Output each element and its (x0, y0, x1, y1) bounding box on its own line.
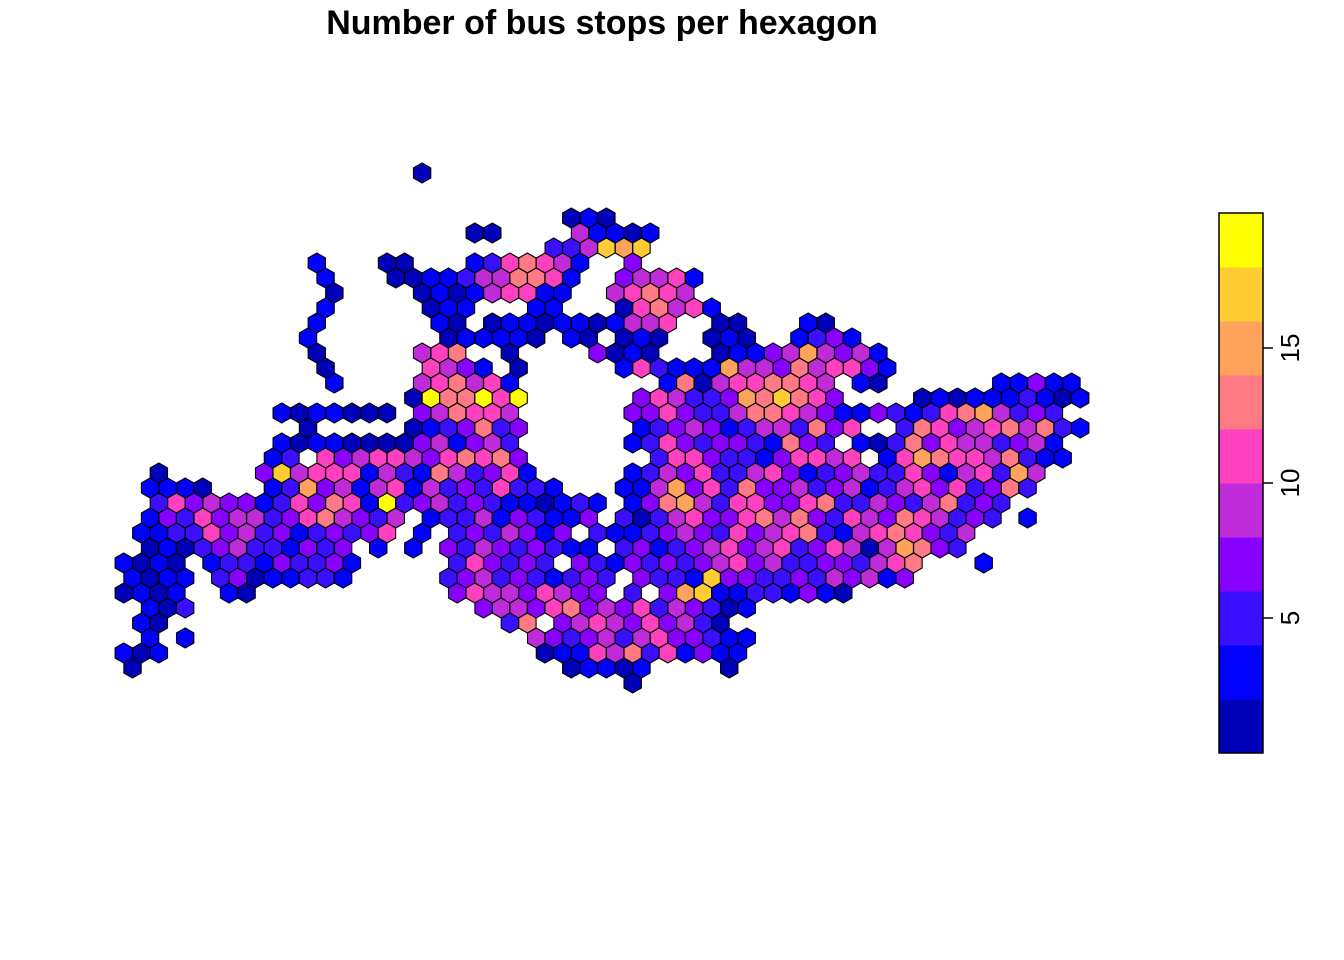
hexagon-cell (632, 357, 651, 379)
hexagon-cell (526, 327, 546, 349)
hexagon-cell (386, 267, 405, 289)
legend-color-bins (1219, 213, 1263, 754)
hexagon-cell (237, 582, 256, 604)
legend-ticks: 5 10 15 (1263, 334, 1305, 625)
hexagon-cell (895, 567, 914, 589)
hexagon-cell (123, 657, 142, 679)
hexagon-cell (1071, 387, 1090, 409)
hexagon-cell (1018, 507, 1037, 529)
hexagon-cell (1018, 477, 1037, 499)
hexagon-cell (597, 237, 616, 259)
hexagon-cell (562, 657, 581, 679)
hexagon-cell (333, 567, 353, 589)
hexagon-cell (175, 597, 195, 619)
hexagon-cell (763, 582, 783, 604)
hexagon-cell (684, 297, 704, 319)
hexagon-cell (500, 282, 520, 304)
hexagon-cell (588, 342, 607, 364)
hexagon-cell (281, 567, 300, 589)
legend-tick-label: 15 (1275, 334, 1305, 363)
hexagon-cell (816, 582, 835, 604)
legend-bin (1219, 429, 1263, 484)
hexagon-cell (877, 567, 897, 589)
hexagon-cell (974, 552, 993, 574)
hexagon-cell (483, 222, 502, 244)
hexagon-cell (298, 567, 318, 589)
hexagon-cell (658, 642, 678, 664)
hexagon-cell (597, 657, 616, 679)
hexagon-cell (948, 537, 967, 559)
legend-bin (1219, 483, 1263, 538)
hexagon-cell (869, 372, 888, 394)
hexagon-cell (834, 582, 853, 604)
legend-bin (1219, 591, 1263, 646)
legend-bin (1219, 537, 1263, 592)
hexagon-cell (360, 402, 379, 424)
hexagon-cell (579, 657, 599, 679)
hexagon-cell (474, 597, 493, 619)
hexagon-cell (1053, 447, 1072, 469)
hexagon-cell (474, 327, 493, 349)
hexagon-cell (342, 402, 362, 424)
hexagon-cell (404, 537, 423, 559)
hexagon-cell (851, 372, 871, 394)
hexagon-cell (1071, 417, 1090, 439)
hexagon-cell (720, 657, 739, 679)
hexagon-cell (614, 357, 634, 379)
hexagon-cell (447, 582, 467, 604)
legend-bin (1219, 213, 1263, 268)
hexagon-cell (412, 162, 432, 184)
hexagon-cell (737, 597, 756, 619)
hexagon-cell (149, 642, 169, 664)
legend-bin (1219, 699, 1263, 754)
hexagon-cell (798, 582, 818, 604)
hexagon-cell (623, 672, 642, 694)
hexagon-cell (219, 582, 239, 604)
hexagon-cell (930, 537, 950, 559)
legend-tick-label: 5 (1275, 611, 1305, 625)
map-title: Number of bus stops per hexagon (326, 4, 878, 42)
hexagon-cell (175, 627, 195, 649)
hexagon-cell (263, 567, 283, 589)
hexagon-cell (325, 402, 344, 424)
hexagon-cell (676, 642, 695, 664)
hexagon-cell (623, 432, 642, 454)
color-legend: 5 10 15 (1218, 212, 1305, 754)
hexagon-cell (535, 642, 555, 664)
hexagon-layer (114, 162, 1090, 694)
legend-bin (1219, 645, 1263, 700)
legend-bin (1219, 321, 1263, 376)
hexagon-cell (272, 402, 291, 424)
hexagon-cell (465, 222, 484, 244)
hexagon-cell (869, 402, 888, 424)
hexagon-cell (500, 612, 520, 634)
hexagon-cell (860, 567, 879, 589)
hexagon-cell (369, 537, 388, 559)
hexagon-cell (693, 642, 713, 664)
hexagon-cell (983, 507, 1002, 529)
legend-bin (1219, 267, 1263, 322)
hexagon-cell (325, 372, 344, 394)
hexagon-cell (781, 582, 800, 604)
legend-tick-label: 10 (1275, 469, 1305, 498)
hexagon-cell (316, 567, 335, 589)
hexagon-cell (377, 402, 397, 424)
hexagon-cell (114, 582, 133, 604)
legend-bin (1219, 375, 1263, 430)
hexagon-cell (483, 282, 502, 304)
hexagon-cell (562, 327, 581, 349)
